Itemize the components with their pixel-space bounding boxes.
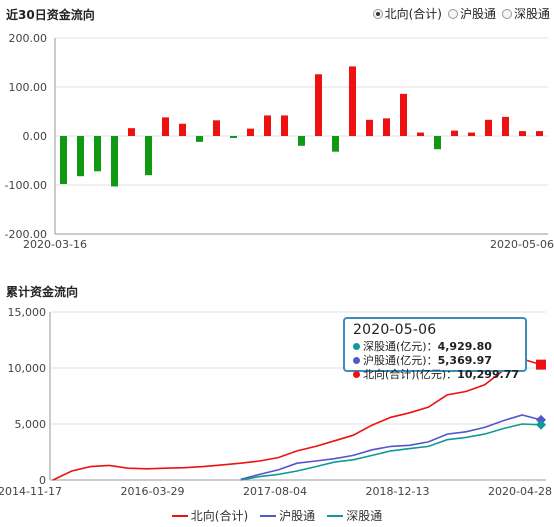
legend-line-icon: [171, 514, 188, 517]
bar: [468, 132, 475, 136]
legend-item-shanghai[interactable]: 沪股通: [260, 507, 315, 524]
bar: [349, 66, 356, 136]
x-tick-label: 2020-04-28: [488, 485, 552, 498]
bar: [128, 128, 135, 136]
bar: [247, 128, 254, 136]
bar: [196, 136, 203, 142]
legend-item-shenzhen[interactable]: 深股通: [327, 507, 382, 524]
tooltip-label: 北向(合计)(亿元)：: [363, 368, 458, 381]
bar: [111, 136, 118, 187]
bar: [145, 136, 152, 176]
bar: [264, 115, 271, 136]
radio-label-northbound: 北向(合计): [384, 7, 442, 21]
x-tick-label: 2014-11-17: [0, 485, 62, 498]
bar: [60, 136, 67, 185]
tooltip-label: 沪股通(亿元)：: [363, 354, 438, 367]
x-tick-label: 2018-12-13: [366, 485, 430, 498]
tooltip-value: 10,299.77: [457, 367, 520, 381]
legend-line-icon: [327, 514, 344, 517]
market-radio-group: 北向(合计) 沪股通 深股通: [372, 5, 550, 22]
bar: [536, 131, 543, 136]
series-end-marker: [536, 419, 546, 430]
bar: [519, 131, 526, 136]
x-tick-label: 2016-03-29: [121, 485, 185, 498]
series-line: [52, 358, 542, 481]
radio-icon[interactable]: [501, 8, 512, 19]
radio-shenzhen[interactable]: 深股通: [501, 5, 550, 22]
series-end-marker: [536, 359, 546, 370]
y-tick-label: 0.00: [23, 130, 48, 143]
tooltip-row-shanghai: 沪股通(亿元)： 5,369.97: [353, 353, 517, 367]
radio-label-shenzhen: 深股通: [513, 7, 550, 21]
bar: [485, 119, 492, 136]
bar: [213, 120, 220, 136]
bar: [434, 136, 441, 150]
data-tooltip: 2020-05-06 深股通(亿元)： 4,929.80 沪股通(亿元)： 5,…: [343, 317, 527, 381]
bar: [281, 115, 288, 136]
legend-label: 沪股通: [279, 509, 316, 523]
tooltip-dot-icon: [353, 342, 360, 350]
radio-label-shanghai: 沪股通: [459, 7, 496, 21]
radio-northbound[interactable]: 北向(合计): [372, 5, 442, 22]
bottom-chart-title: 累计资金流向: [6, 285, 79, 299]
x-start-label: 2020-03-16: [23, 238, 87, 251]
bar: [383, 118, 390, 136]
bar: [417, 132, 424, 136]
bar: [400, 93, 407, 136]
y-tick-label: 15,000: [8, 306, 47, 319]
y-tick-label: 200.00: [9, 32, 48, 45]
y-tick-label: 100.00: [9, 81, 48, 94]
radio-icon[interactable]: [447, 8, 458, 19]
bar: [332, 136, 339, 152]
bar: [230, 136, 237, 138]
y-tick-label: 5,000: [15, 418, 47, 431]
legend-line-icon: [260, 514, 277, 517]
chart-legend: 北向(合计) 沪股通 深股通: [0, 507, 554, 524]
tooltip-value: 5,369.97: [437, 353, 492, 367]
radio-shanghai[interactable]: 沪股通: [447, 5, 496, 22]
series-line: [240, 423, 542, 481]
bar: [315, 74, 322, 136]
x-tick-label: 2017-08-04: [243, 485, 307, 498]
x-end-label: 2020-05-06: [490, 238, 554, 251]
tooltip-dot-icon: [353, 370, 360, 378]
tooltip-date: 2020-05-06: [353, 322, 437, 338]
tooltip-value: 4,929.80: [437, 339, 492, 353]
bar: [179, 123, 186, 136]
y-tick-label: 10,000: [8, 362, 47, 375]
legend-label: 深股通: [346, 509, 383, 523]
tooltip-row-shenzhen: 深股通(亿元)： 4,929.80: [353, 339, 517, 353]
tooltip-row-northbound: 北向(合计)(亿元)： 10,299.77: [353, 367, 520, 381]
series-line: [240, 414, 542, 481]
legend-item-northbound[interactable]: 北向(合计): [171, 507, 249, 524]
bar: [162, 117, 169, 136]
bar: [94, 136, 101, 172]
bar: [366, 119, 373, 136]
bar: [298, 136, 305, 146]
top-chart-title: 近30日资金流向: [6, 8, 95, 22]
y-tick-label: -200.00: [5, 228, 47, 241]
y-tick-label: -100.00: [5, 179, 47, 192]
tooltip-label: 深股通(亿元)：: [363, 340, 438, 353]
bar: [451, 130, 458, 136]
y-tick-label: 0: [39, 474, 46, 487]
radio-icon-selected[interactable]: [372, 8, 383, 19]
bar: [502, 116, 509, 136]
bar: [77, 136, 84, 177]
daily-flow-bar-chart: 200.00 100.00 0.00 -100.00 -200.002020-03-16…: [5, 32, 554, 251]
tooltip-dot-icon: [353, 356, 360, 364]
legend-label: 北向(合计): [190, 509, 249, 523]
